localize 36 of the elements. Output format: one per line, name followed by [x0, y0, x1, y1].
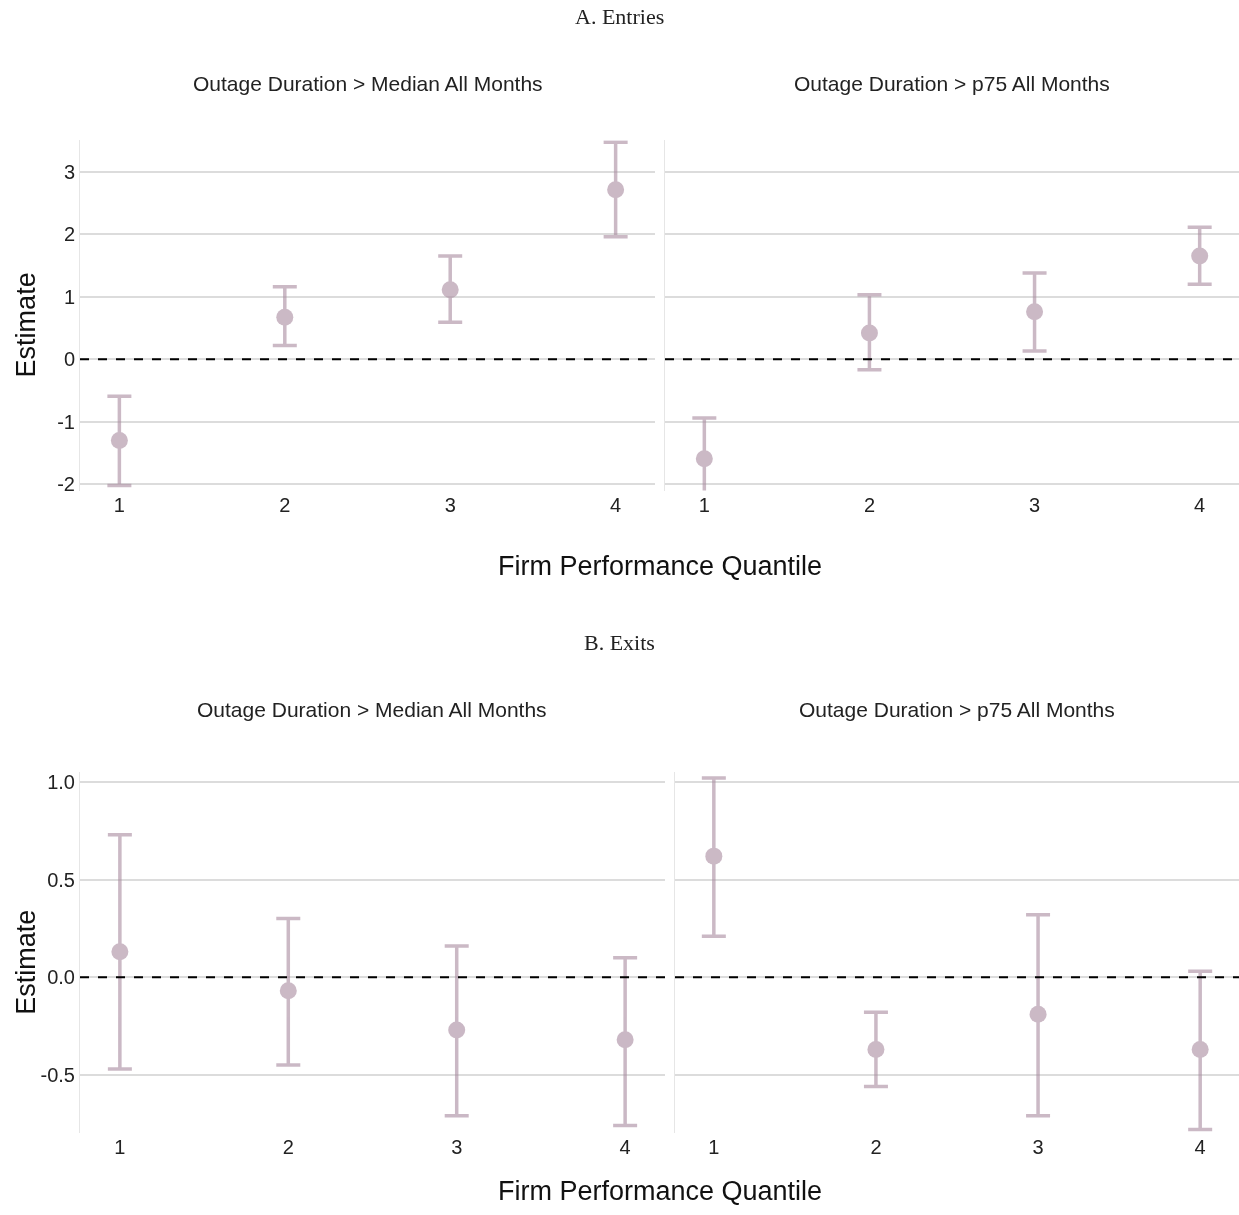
y-axis-title: Estimate [10, 272, 41, 378]
y-tick-label: 0 [63, 348, 75, 371]
x-tick-label: 1 [708, 1136, 720, 1159]
x-tick-label: 2 [863, 493, 875, 516]
x-tick-label: 2 [282, 1136, 294, 1159]
x-tick-label: 1 [113, 493, 125, 516]
chart-subtitle: Outage Duration > p75 All Months [794, 72, 1110, 95]
x-tick-label: 1 [114, 1136, 126, 1159]
x-tick-label: 3 [1032, 1136, 1044, 1159]
x-tick-label: 2 [279, 493, 291, 516]
x-tick-label: 4 [1194, 493, 1206, 516]
y-tick-label: -0.5 [40, 1063, 75, 1086]
chart-title: B. Exits [584, 630, 655, 655]
y-axis-title: Estimate [11, 909, 42, 1015]
chart-subtitle: Outage Duration > Median All Months [197, 698, 547, 721]
x-tick-label: 4 [619, 1136, 631, 1159]
y-tick-label: 2 [63, 223, 75, 246]
chart-subtitle: Outage Duration > Median All Months [193, 72, 543, 95]
y-tick-label: 1 [63, 285, 75, 308]
y-tick-label: -1 [57, 410, 75, 433]
x-tick-label: 4 [1194, 1136, 1206, 1159]
x-tick-label: 2 [870, 1136, 882, 1159]
y-tick-label: 3 [63, 160, 75, 183]
y-tick-label: 0.0 [47, 966, 75, 989]
x-axis-title: Firm Performance Quantile [498, 1176, 823, 1206]
y-tick-label: 1.0 [47, 770, 75, 793]
x-tick-label: 3 [451, 1136, 463, 1159]
x-tick-label: 4 [610, 493, 622, 516]
x-axis-title: Firm Performance Quantile [498, 551, 823, 581]
chart-title: A. Entries [575, 4, 665, 29]
x-tick-label: 1 [698, 493, 710, 516]
y-tick-label: -2 [57, 473, 75, 496]
x-tick-label: 3 [1029, 493, 1041, 516]
x-tick-label: 3 [444, 493, 456, 516]
chart-subtitle: Outage Duration > p75 All Months [799, 698, 1115, 721]
y-tick-label: 0.5 [47, 868, 75, 891]
